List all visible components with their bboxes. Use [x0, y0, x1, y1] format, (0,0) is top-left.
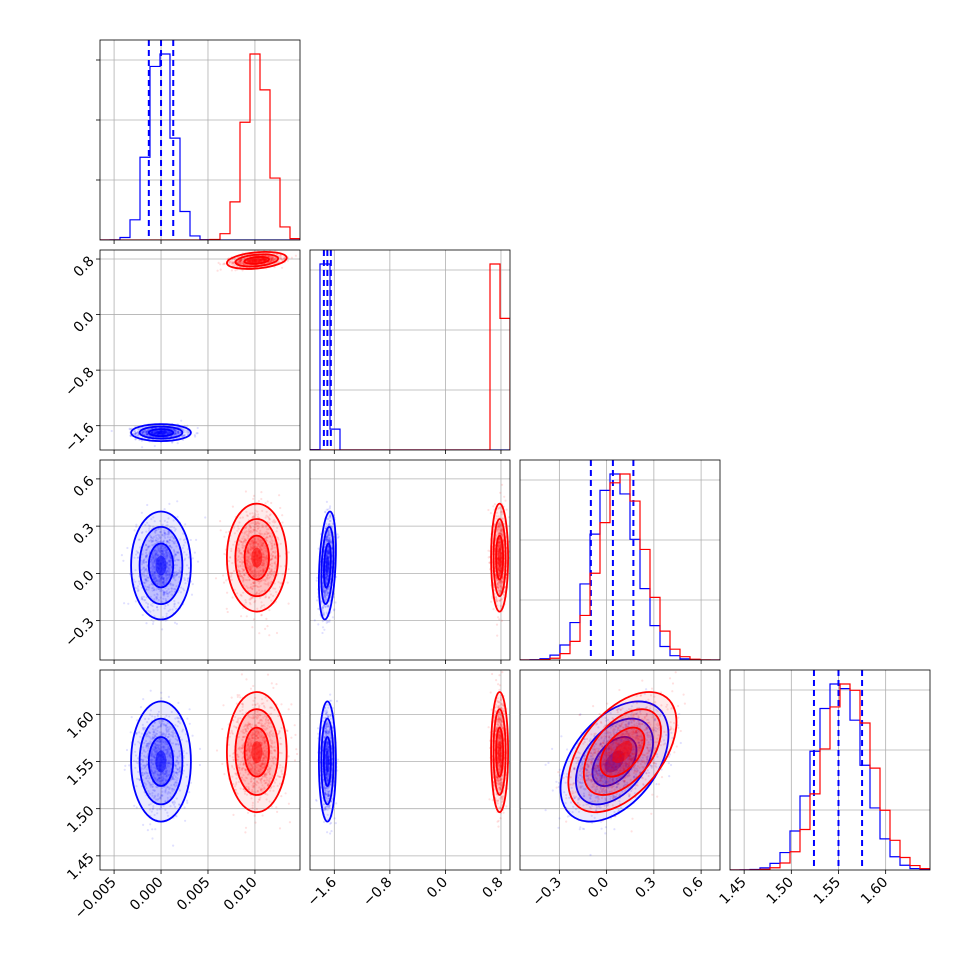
histogram-series-1 — [310, 263, 510, 450]
contour-level-3 — [325, 750, 330, 773]
histogram-panel-0 — [96, 39, 301, 244]
y-tick-label: 1.55 — [64, 756, 97, 789]
y-tick-label: 0.0 — [71, 568, 98, 595]
y-tick-label: −1.6 — [62, 420, 97, 455]
x-tick-label: 0.000 — [127, 874, 167, 914]
grid — [310, 250, 510, 450]
x-tick-label: 1.50 — [764, 874, 797, 907]
y-tick-label: −0.3 — [62, 615, 97, 650]
histogram-panel-1 — [309, 249, 511, 454]
x-tick-label: 0.8 — [480, 874, 507, 901]
y-tick-label: 0.3 — [71, 520, 98, 547]
contour-level-3 — [251, 741, 263, 764]
contour-level-3 — [498, 741, 502, 764]
y-tick-label: 1.45 — [64, 850, 97, 883]
grid — [520, 460, 720, 660]
panel-frame — [99, 39, 301, 241]
panel-frame — [99, 459, 301, 661]
x-tick-label: 0.6 — [680, 874, 707, 901]
contour-level-3 — [612, 741, 633, 764]
panel-frame — [309, 249, 511, 451]
contour-level-3 — [155, 431, 167, 435]
scatter-panel-3-0: 1.45 1.50 1.55 1.60 −0.005 0.000 0.005 0.010 — [64, 669, 301, 922]
x-tick-label: 1.45 — [716, 874, 749, 907]
panel-frame — [309, 459, 511, 661]
x-tick-label: 0.0 — [424, 874, 451, 901]
y-tick-label: 0.0 — [71, 309, 98, 336]
scatter-panel-2-1 — [309, 459, 511, 664]
histogram-panel-2 — [519, 459, 721, 664]
panel-frame — [99, 669, 301, 871]
contour-level-3 — [251, 547, 263, 568]
y-tick-label: 0.8 — [71, 253, 98, 280]
histogram-series-1 — [100, 53, 300, 240]
panel-frame — [99, 249, 301, 451]
x-tick-label: −1.6 — [305, 874, 340, 909]
panel-frame — [519, 459, 721, 661]
histogram-series-0 — [520, 473, 720, 660]
x-tick-label: 0.010 — [221, 874, 261, 914]
x-tick-label: −0.3 — [530, 874, 565, 909]
panel-frame — [309, 669, 511, 871]
x-tick-label: 1.55 — [811, 874, 844, 907]
y-tick-label: −0.8 — [62, 364, 97, 399]
grid — [100, 250, 300, 450]
histogram-series-1 — [520, 473, 720, 660]
x-tick-label: 0.3 — [632, 874, 659, 901]
x-tick-label: 0.005 — [174, 874, 214, 914]
contour-level-3 — [155, 750, 167, 773]
histogram-panel-3: 1.45 1.50 1.55 1.60 — [716, 669, 931, 908]
x-tick-label: −0.8 — [360, 874, 395, 909]
x-tick-label: 0.0 — [585, 874, 612, 901]
histogram-series-0 — [730, 683, 930, 870]
histogram-series-0 — [100, 53, 300, 240]
panel-frame — [519, 669, 721, 871]
y-tick-label: 1.50 — [64, 803, 97, 836]
panel-frame — [729, 669, 931, 871]
contour-level-3 — [498, 547, 502, 568]
scatter-panel-1-0: −1.6 −0.8 0.0 0.8 — [62, 249, 301, 455]
scatter-panel-3-1: −1.6 −0.8 0.0 0.8 — [305, 669, 511, 910]
y-tick-label: 0.6 — [71, 473, 98, 500]
contour-level-3 — [251, 258, 263, 262]
scatter-panel-2-0: −0.3 0.0 0.3 0.6 — [62, 459, 301, 664]
scatter-panel-3-2: −0.3 0.0 0.3 0.6 — [519, 669, 721, 910]
contour-level-3 — [325, 555, 329, 576]
contour-level-3 — [155, 555, 167, 576]
x-tick-label: 1.60 — [858, 874, 891, 907]
grid — [310, 460, 510, 660]
grid — [310, 670, 510, 870]
y-tick-label: 1.60 — [64, 709, 97, 742]
x-tick-label: −0.005 — [72, 874, 120, 922]
histogram-series-1 — [730, 683, 930, 870]
histogram-series-0 — [310, 263, 510, 450]
